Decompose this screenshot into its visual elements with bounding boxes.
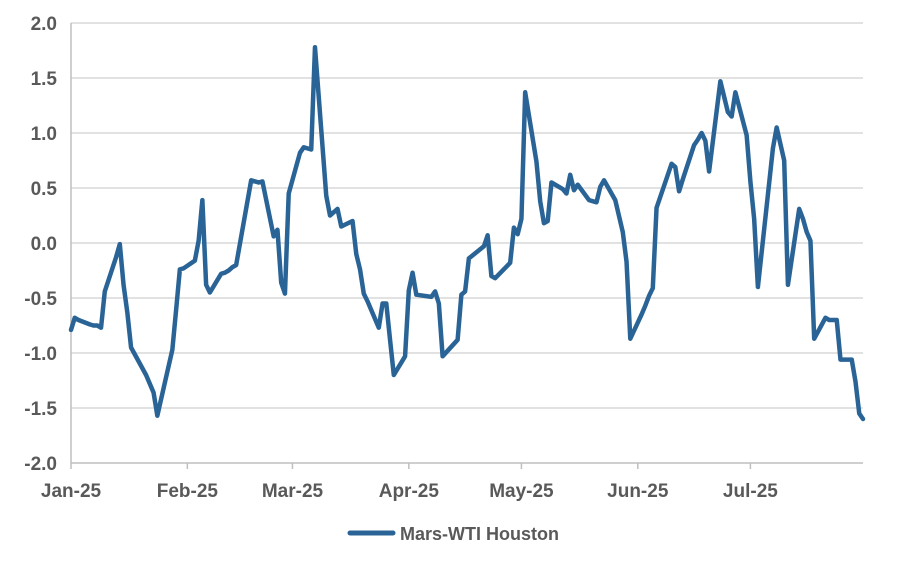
gridlines — [71, 22, 863, 409]
x-tick-label: Mar-25 — [262, 481, 324, 502]
x-tick-label: May-25 — [489, 481, 554, 502]
y-tick-label: 1.5 — [31, 69, 58, 90]
axes: 2.0 1.5 1.0 0.5 0.0 -0.5 -1.0 -1.5 -2.0 Jan-25 Feb… — [24, 14, 863, 502]
x-tick-label: Jan-25 — [41, 481, 102, 502]
y-tick-label: -0.5 — [24, 289, 57, 310]
x-tick-label: Apr-25 — [379, 481, 440, 502]
x-tick-label: Jul-25 — [723, 481, 778, 502]
y-tick-label: -1.0 — [24, 344, 57, 365]
y-tick-label: 1.0 — [31, 124, 57, 145]
y-tick-label: -2.0 — [24, 454, 57, 475]
y-tick-label: 2.0 — [31, 14, 57, 35]
x-tick-label: Feb-25 — [157, 481, 219, 502]
y-tick-label: 0.5 — [31, 179, 58, 200]
x-tick-label: Jun-25 — [607, 481, 669, 502]
y-tick-label: 0.0 — [31, 234, 57, 255]
legend: Mars-WTI Houston — [347, 524, 559, 544]
legend-label: Mars-WTI Houston — [400, 524, 559, 544]
y-tick-label: -1.5 — [24, 399, 57, 420]
series-line-0 — [68, 44, 866, 422]
series-layer — [68, 44, 866, 422]
